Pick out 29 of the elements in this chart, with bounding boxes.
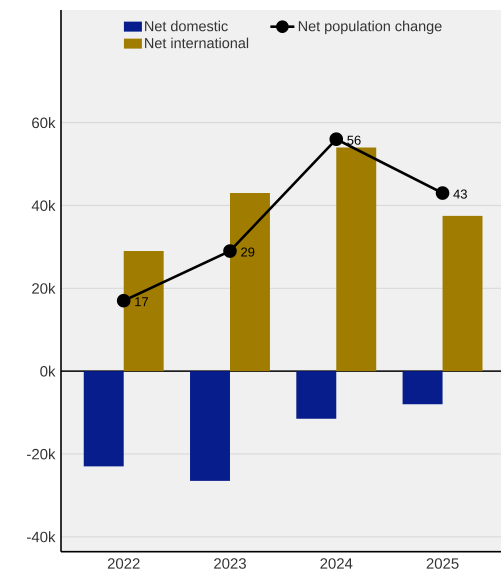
- bar: [190, 371, 230, 481]
- point: [116, 294, 131, 308]
- data-label: 29: [241, 247, 254, 257]
- y-tick-label: 40k: [32, 200, 56, 211]
- legend-label: Net domestic: [145, 20, 228, 32]
- x-tick-label: 2023: [214, 558, 246, 569]
- x-tick-label: 2022: [108, 558, 140, 569]
- bar: [336, 147, 376, 372]
- bar: [84, 371, 124, 466]
- y-tick-label: -20k: [27, 448, 56, 460]
- bar: [124, 251, 164, 372]
- x-tick-label: 2024: [320, 558, 352, 569]
- point: [329, 132, 344, 146]
- y-tick-label: -40k: [27, 531, 56, 542]
- bar: [296, 371, 336, 419]
- y-tick-label: 60k: [32, 117, 56, 128]
- data-label: 43: [453, 189, 467, 199]
- bar: [442, 216, 483, 372]
- data-label: 17: [135, 297, 148, 306]
- bar: [230, 193, 270, 372]
- x-tick-label: 2025: [426, 558, 459, 569]
- legend-label: Net international: [145, 38, 248, 48]
- legend-label: Net population change: [298, 20, 442, 34]
- y-tick-label: 20k: [32, 282, 56, 294]
- point: [223, 244, 237, 258]
- data-label: 56: [347, 136, 361, 145]
- point: [436, 186, 450, 200]
- y-tick-label: 0k: [40, 366, 56, 377]
- bar: [402, 371, 443, 404]
